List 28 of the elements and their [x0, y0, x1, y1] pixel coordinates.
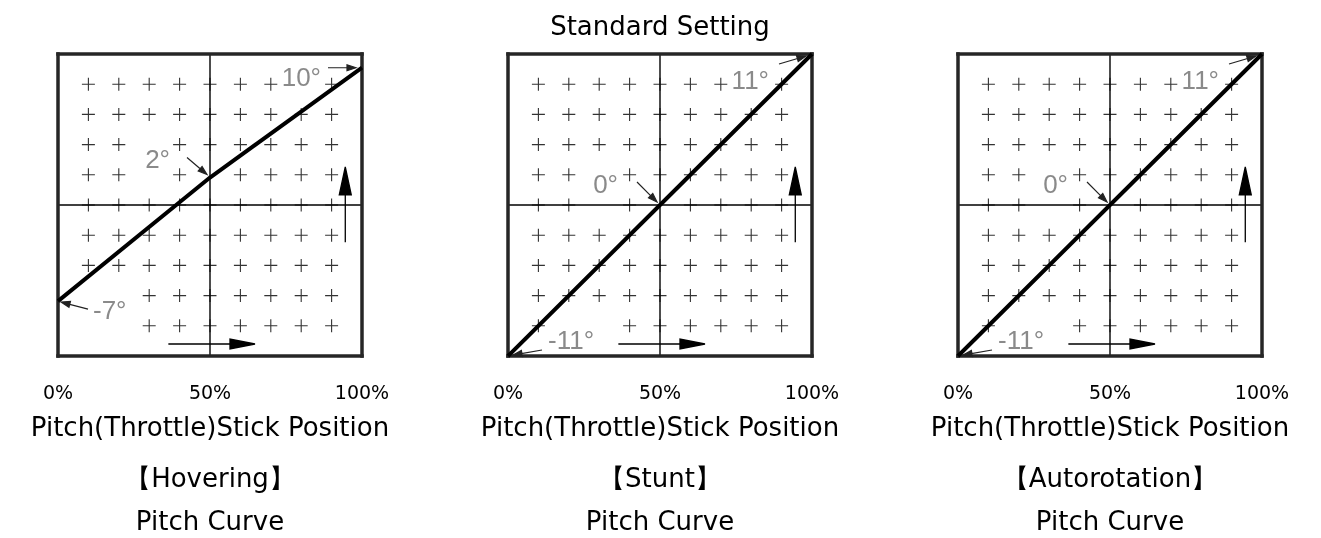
x-tick-label: 50% — [188, 381, 232, 403]
subtitle: Pitch Curve — [1035, 506, 1185, 536]
data-label: -11° — [998, 325, 1045, 355]
x-tick-label: 100% — [334, 381, 390, 403]
data-label: 11° — [1181, 65, 1219, 95]
data-label: 10° — [281, 61, 321, 92]
subtitle: Pitch Curve — [585, 506, 735, 536]
annotation: Standard Setting — [550, 11, 770, 41]
x-tick-label: 100% — [1234, 381, 1290, 403]
x-tick-label: 50% — [1088, 381, 1132, 403]
x-tick-label: 0% — [42, 381, 74, 403]
title: 【Hovering】 — [125, 463, 295, 493]
title: 【Autorotation】 — [1002, 463, 1218, 493]
data-label: 2° — [145, 143, 170, 174]
subtitle: Pitch Curve — [135, 506, 285, 536]
x-axis-title: Pitch(Throttle)Stick Position — [30, 412, 390, 442]
x-axis-title: Pitch(Throttle)Stick Position — [930, 412, 1290, 442]
data-label: 0° — [1043, 169, 1068, 199]
x-tick-label: 100% — [784, 381, 840, 403]
x-tick-label: 50% — [638, 381, 682, 403]
data-label: -7° — [93, 295, 127, 326]
x-tick-label: 0% — [492, 381, 524, 403]
x-axis-title: Pitch(Throttle)Stick Position — [480, 412, 840, 442]
data-label: 0° — [593, 169, 618, 199]
x-tick-label: 0% — [942, 381, 974, 403]
title: 【Stunt】 — [599, 463, 721, 493]
data-label: -11° — [548, 325, 595, 355]
data-label: 11° — [731, 65, 769, 95]
